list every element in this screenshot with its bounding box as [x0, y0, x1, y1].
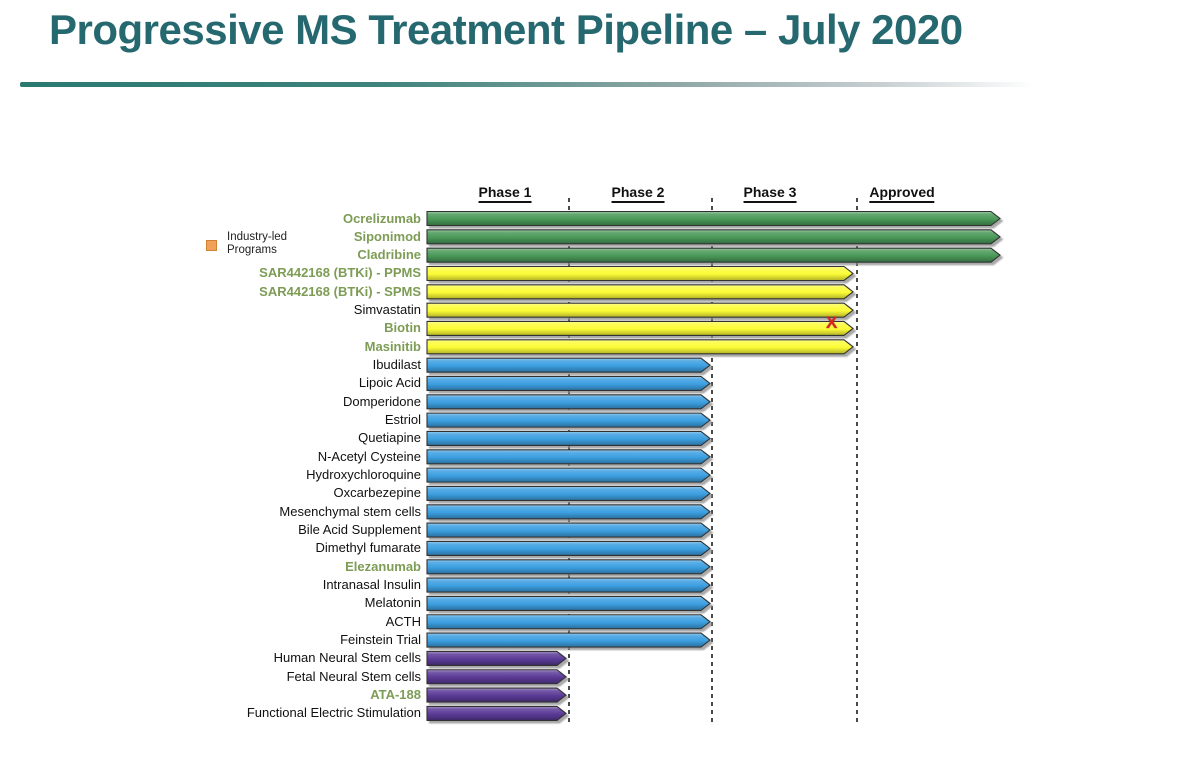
bar-ibudilast: [426, 357, 711, 373]
row-label-lipoic-acid: Lipoic Acid: [358, 375, 421, 391]
column-header-phase-2: Phase 2: [611, 184, 665, 203]
row-label-ata-188: ATA-188: [370, 687, 421, 703]
bar-cladribine: [426, 247, 1001, 263]
bar-sar442168-btki-ppms: [426, 265, 854, 282]
row-label-feinstein-trial: Feinstein Trial: [340, 632, 421, 648]
bar-biotin: [426, 320, 854, 337]
bar-oxcarbezepine: [426, 485, 711, 502]
bar-simvastatin: [426, 302, 854, 318]
row-label-quetiapine: Quetiapine: [358, 430, 421, 446]
row-label-simvastatin: Simvastatin: [353, 302, 421, 318]
row-label-masinitib: Masinitib: [364, 338, 421, 354]
legend-industry-label: Industry-led Programs: [227, 231, 287, 257]
gridline-phase2-phase3: [711, 198, 713, 723]
row-label-n-acetyl-cysteine: N-Acetyl Cysteine: [317, 448, 421, 464]
legend-industry-swatch: [206, 240, 217, 251]
row-label-human-neural-stem-cells: Human Neural Stem cells: [273, 650, 421, 666]
legend-industry-label-line2: Programs: [227, 244, 277, 256]
bar-acth: [426, 614, 711, 630]
row-label-fetal-neural-stem-cells: Fetal Neural Stem cells: [286, 668, 421, 684]
row-label-elezanumab: Elezanumab: [345, 558, 421, 574]
row-label-hydroxychloroquine: Hydroxychloroquine: [306, 467, 421, 483]
bar-functional-electric-stimulation: [426, 705, 567, 721]
bar-melatonin: [426, 595, 711, 611]
row-label-biotin: Biotin: [384, 320, 421, 336]
row-label-acth: ACTH: [385, 613, 421, 629]
bar-mesenchymal-stem-cells: [426, 504, 711, 520]
column-header-phase-1: Phase 1: [478, 184, 532, 203]
row-label-intranasal-insulin: Intranasal Insulin: [322, 577, 421, 593]
row-label-functional-electric-stimulation: Functional Electric Stimulation: [246, 705, 421, 721]
row-label-ibudilast: Ibudilast: [372, 357, 421, 373]
bar-fetal-neural-stem-cells: [426, 669, 567, 685]
bar-masinitib: [426, 339, 854, 355]
bar-dimethyl-fumarate: [426, 540, 711, 556]
row-label-dimethyl-fumarate: Dimethyl fumarate: [315, 540, 421, 556]
row-label-sar442168-btki-spms: SAR442168 (BTKi) - SPMS: [259, 283, 421, 299]
bar-bile-acid-supplement: [426, 522, 711, 538]
column-header-approved: Approved: [869, 184, 935, 203]
row-label-mesenchymal-stem-cells: Mesenchymal stem cells: [279, 503, 421, 519]
row-label-cladribine: Cladribine: [357, 247, 421, 263]
bar-estriol: [426, 412, 711, 428]
bar-domperidone: [426, 394, 711, 410]
bar-intranasal-insulin: [426, 577, 711, 593]
bar-ata-188: [426, 687, 567, 703]
row-label-domperidone: Domperidone: [342, 393, 421, 409]
row-label-estriol: Estriol: [384, 412, 421, 428]
failed-x-marker-biotin: X: [826, 313, 838, 333]
bar-ocrelizumab: [426, 210, 1001, 227]
bar-elezanumab: [426, 559, 711, 575]
legend-industry-label-line1: Industry-led: [227, 231, 288, 243]
row-label-melatonin: Melatonin: [364, 595, 421, 611]
bar-lipoic-acid: [426, 375, 711, 392]
title-divider: [20, 82, 1035, 87]
row-label-sar442168-btki-ppms: SAR442168 (BTKi) - PPMS: [259, 265, 421, 281]
row-label-ocrelizumab: Ocrelizumab: [342, 210, 421, 226]
bar-sar442168-btki-spms: [426, 284, 854, 300]
row-label-siponimod: Siponimod: [353, 228, 421, 244]
page-title: Progressive MS Treatment Pipeline – July…: [49, 6, 963, 53]
gridline-phase3-approved: [856, 198, 858, 723]
row-label-oxcarbezepine: Oxcarbezepine: [333, 485, 421, 501]
bar-n-acetyl-cysteine: [426, 449, 711, 465]
bar-siponimod: [426, 229, 1001, 245]
bar-hydroxychloroquine: [426, 467, 711, 483]
column-header-phase-3: Phase 3: [743, 184, 797, 203]
bar-quetiapine: [426, 430, 711, 447]
bar-feinstein-trial: [426, 632, 711, 648]
bar-human-neural-stem-cells: [426, 650, 567, 666]
row-label-bile-acid-supplement: Bile Acid Supplement: [298, 522, 421, 538]
